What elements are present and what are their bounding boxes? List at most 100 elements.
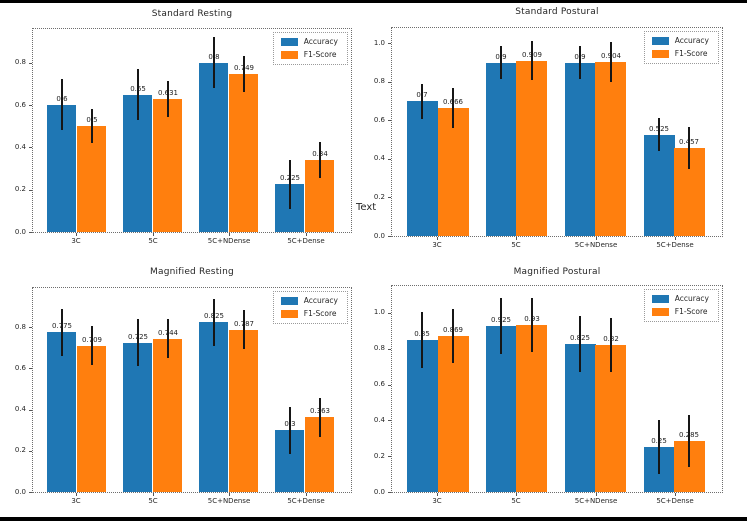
- legend-swatch-accuracy: [280, 297, 298, 305]
- x-tick-mark: [306, 493, 307, 496]
- bar-f1-score-5c-ndense: [229, 74, 258, 232]
- value-label-accuracy-5c: 0.725: [127, 333, 149, 341]
- legend-label-f1-score: F1-Score: [303, 309, 337, 319]
- bar-accuracy-5c-ndense: [565, 63, 596, 236]
- x-tick-label-5c-dense: 5C+Dense: [287, 497, 325, 505]
- x-tick-label-3c: 3C: [71, 497, 81, 505]
- y-tick-mark: [29, 63, 32, 64]
- x-tick-mark: [153, 233, 154, 236]
- y-tick-label: 0.8: [14, 323, 26, 331]
- error-bar-f1-score-5c: [167, 319, 169, 358]
- x-tick-mark: [306, 233, 307, 236]
- error-bar-accuracy-3c: [421, 84, 423, 119]
- legend-label-accuracy: Accuracy: [674, 294, 709, 304]
- bar-accuracy-3c: [47, 332, 76, 492]
- value-label-f1-score-5c-dense: 0.457: [678, 138, 700, 146]
- value-label-f1-score-5c: 0.744: [157, 329, 179, 337]
- y-tick-label: 0.0: [14, 228, 26, 236]
- y-tick-label: 0.6: [373, 116, 385, 124]
- y-tick-mark: [388, 349, 391, 350]
- error-bar-f1-score-5c-ndense: [243, 310, 245, 349]
- legend-row-f1-score: F1-Score: [651, 50, 709, 58]
- legend-row-f1-score: F1-Score: [280, 309, 338, 319]
- x-tick-label-3c: 3C: [71, 237, 81, 245]
- bar-accuracy-5c-ndense: [199, 322, 228, 492]
- x-tick-label-5c-ndense: 5C+NDense: [574, 241, 618, 249]
- x-tick-mark: [596, 237, 597, 240]
- value-label-f1-score-5c-ndense: 0.82: [603, 335, 619, 343]
- error-bar-accuracy-5c-dense: [658, 118, 660, 151]
- x-tick-mark: [516, 493, 517, 496]
- error-bar-f1-score-5c-ndense: [243, 56, 245, 92]
- subplot-title: Magnified Resting: [150, 267, 234, 277]
- y-tick-mark: [388, 82, 391, 83]
- legend-row-accuracy: Accuracy: [651, 294, 709, 304]
- value-label-f1-score-3c: 0.709: [81, 336, 103, 344]
- y-tick-label: 0.4: [14, 143, 26, 151]
- value-label-f1-score-5c: 0.631: [157, 89, 179, 97]
- error-bar-f1-score-5c-dense: [688, 415, 690, 467]
- y-tick-mark: [388, 385, 391, 386]
- error-bar-f1-score-5c-ndense: [610, 42, 612, 82]
- value-label-accuracy-3c: 0.85: [414, 330, 430, 338]
- x-tick-mark: [596, 493, 597, 496]
- subplot-title: Standard Resting: [151, 9, 233, 19]
- error-bar-accuracy-5c-dense: [658, 420, 660, 474]
- x-tick-mark: [153, 493, 154, 496]
- error-bar-f1-score-5c-dense: [319, 398, 321, 437]
- y-tick-label: 0.2: [373, 193, 385, 201]
- error-bar-f1-score-3c: [91, 109, 93, 143]
- x-tick-mark: [516, 237, 517, 240]
- error-bar-f1-score-5c: [531, 298, 533, 352]
- x-tick-label-5c-ndense: 5C+NDense: [207, 497, 251, 505]
- y-tick-label: 0.4: [14, 405, 26, 413]
- value-label-f1-score-5c-dense: 0.285: [678, 431, 700, 439]
- y-tick-mark: [388, 120, 391, 121]
- value-label-accuracy-5c-ndense: 0.825: [569, 334, 591, 342]
- error-bar-accuracy-5c: [500, 46, 502, 79]
- legend-row-f1-score: F1-Score: [651, 307, 709, 317]
- error-bar-accuracy-5c-ndense: [213, 299, 215, 346]
- y-tick-label: 0.4: [373, 416, 385, 424]
- y-tick-label: 0.2: [14, 185, 26, 193]
- value-label-accuracy-5c-ndense: 0.9: [574, 53, 586, 61]
- bar-f1-score-3c: [77, 346, 106, 492]
- y-tick-label: 0.6: [14, 101, 26, 109]
- legend-row-accuracy: Accuracy: [280, 37, 338, 47]
- legend-swatch-f1-score: [280, 310, 298, 318]
- error-bar-f1-score-5c: [167, 81, 169, 117]
- top-border-line: [0, 0, 747, 3]
- y-tick-mark: [29, 327, 32, 328]
- error-bar-accuracy-5c: [137, 69, 139, 120]
- y-tick-label: 0.2: [373, 452, 385, 460]
- y-tick-mark: [388, 456, 391, 457]
- legend-label-accuracy: Accuracy: [674, 36, 709, 46]
- y-tick-mark: [29, 368, 32, 369]
- subplot-title: Standard Postural: [515, 7, 599, 17]
- y-tick-label: 1.0: [373, 308, 385, 316]
- y-tick-mark: [29, 105, 32, 106]
- subplot-title: Magnified Postural: [513, 267, 601, 277]
- bar-accuracy-5c: [486, 63, 517, 236]
- subplot-magnified-postural: Magnified Postural 0.85 0.925 0.825 0.25 0.8…: [373, 260, 747, 521]
- legend-label-f1-score: F1-Score: [674, 307, 708, 317]
- legend: Accuracy F1-Score: [272, 291, 348, 324]
- x-tick-label-5c-dense: 5C+Dense: [656, 241, 694, 249]
- bar-accuracy-5c: [123, 343, 152, 492]
- x-tick-label-5c-dense: 5C+Dense: [287, 237, 325, 245]
- error-bar-accuracy-3c: [421, 312, 423, 368]
- legend-swatch-f1-score: [651, 50, 669, 58]
- value-label-accuracy-5c-dense: 0.3: [284, 420, 296, 428]
- legend-swatch-accuracy: [651, 37, 669, 45]
- value-label-f1-score-5c-ndense: 0.749: [233, 64, 255, 72]
- legend-label-accuracy: Accuracy: [303, 37, 338, 47]
- y-tick-label: 0.8: [373, 344, 385, 352]
- error-bar-accuracy-5c-ndense: [213, 37, 215, 88]
- y-tick-mark: [388, 159, 391, 160]
- x-tick-label-5c-ndense: 5C+NDense: [574, 497, 618, 505]
- x-tick-mark: [437, 237, 438, 240]
- x-tick-mark: [76, 233, 77, 236]
- y-tick-mark: [388, 43, 391, 44]
- plot-area: 0.775 0.725 0.825 0.3 0.709 0.744 0.787 0.363 Ac…: [32, 287, 352, 493]
- error-bar-f1-score-5c-ndense: [610, 318, 612, 372]
